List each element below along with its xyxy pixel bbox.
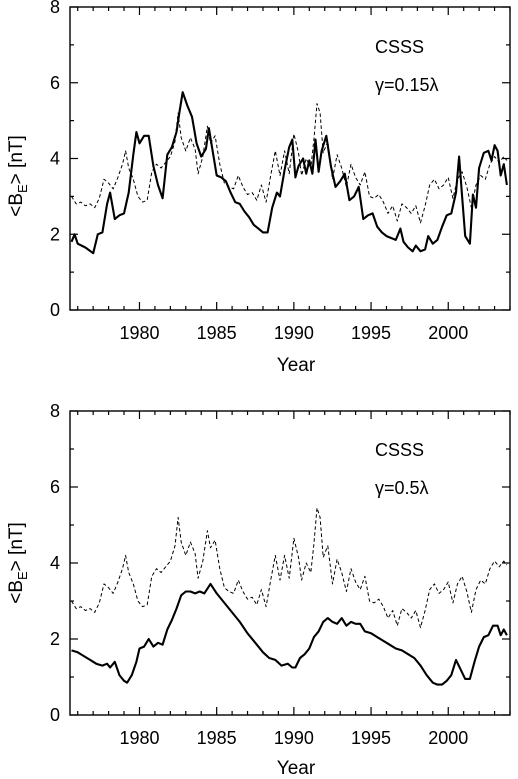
bottom-y-axis-title-unit: > [nT] bbox=[6, 522, 27, 571]
top-chart-panel: 1980 1985 1990 1995 2000 0 2 4 6 8 CSSS γ=0.15λ Y… bbox=[6, 0, 511, 376]
bottom-x-tick-label-1995: 1995 bbox=[351, 728, 391, 748]
top-y-tick-label-4: 4 bbox=[50, 149, 60, 169]
bottom-x-tick-label-1990: 1990 bbox=[274, 728, 314, 748]
top-model-label: CSSS bbox=[375, 37, 424, 57]
bottom-y-axis-title-main: <B bbox=[6, 580, 27, 604]
bottom-plot-marks bbox=[71, 507, 508, 686]
bottom-series-dashed-line bbox=[71, 507, 508, 629]
bottom-x-axis-title: Year bbox=[277, 758, 316, 779]
top-x-tick-label-1985: 1985 bbox=[197, 323, 237, 343]
top-x-tick-label-2000: 2000 bbox=[428, 323, 468, 343]
bottom-y-tick-label-0: 0 bbox=[50, 705, 60, 725]
top-y-axis-title-sub: E bbox=[15, 184, 30, 193]
bottom-y-tick-label-4: 4 bbox=[50, 553, 60, 573]
top-y-tick-label-2: 2 bbox=[50, 224, 60, 244]
bottom-y-axis-title: <BE> [nT] bbox=[6, 522, 30, 604]
top-y-axis-title: <BE> [nT] bbox=[6, 135, 30, 217]
top-x-axis-title: Year bbox=[277, 355, 316, 376]
top-series-solid-line bbox=[70, 91, 508, 255]
top-series-dashed-line bbox=[71, 103, 508, 224]
bottom-y-tick-label-2: 2 bbox=[50, 629, 60, 649]
top-x-tick-label-1990: 1990 bbox=[274, 323, 314, 343]
top-y-tick-label-0: 0 bbox=[50, 300, 60, 320]
bottom-x-tick-label-2000: 2000 bbox=[428, 728, 468, 748]
bottom-chart-panel: 1980 1985 1990 1995 2000 0 2 4 6 8 CSSS γ=0.5λ Ye… bbox=[6, 401, 511, 779]
bottom-plot-frame bbox=[69, 410, 511, 716]
bottom-y-tick-label-8: 8 bbox=[50, 401, 60, 421]
bottom-y-tick-label-6: 6 bbox=[50, 477, 60, 497]
top-plot-marks bbox=[70, 91, 508, 255]
bottom-series-solid-line bbox=[71, 582, 508, 686]
bottom-x-tick-label-1980: 1980 bbox=[119, 728, 159, 748]
top-x-tick-label-1995: 1995 bbox=[351, 323, 391, 343]
bottom-axis-ticks: 1980 1985 1990 1995 2000 0 2 4 6 8 bbox=[50, 401, 511, 748]
top-y-axis-title-main: <B bbox=[6, 193, 27, 217]
top-axis-ticks: 1980 1985 1990 1995 2000 0 2 4 6 8 bbox=[50, 0, 511, 343]
top-gamma-label: γ=0.15λ bbox=[375, 75, 439, 95]
top-plot-frame bbox=[69, 6, 511, 311]
top-y-tick-label-8: 8 bbox=[50, 0, 60, 17]
top-x-tick-label-1980: 1980 bbox=[119, 323, 159, 343]
top-y-axis-title-unit: > [nT] bbox=[6, 135, 27, 184]
bottom-x-tick-label-1985: 1985 bbox=[197, 728, 237, 748]
bottom-gamma-label: γ=0.5λ bbox=[375, 478, 429, 498]
bottom-y-axis-title-sub: E bbox=[15, 571, 30, 580]
bottom-model-label: CSSS bbox=[375, 440, 424, 460]
top-y-tick-label-6: 6 bbox=[50, 73, 60, 93]
